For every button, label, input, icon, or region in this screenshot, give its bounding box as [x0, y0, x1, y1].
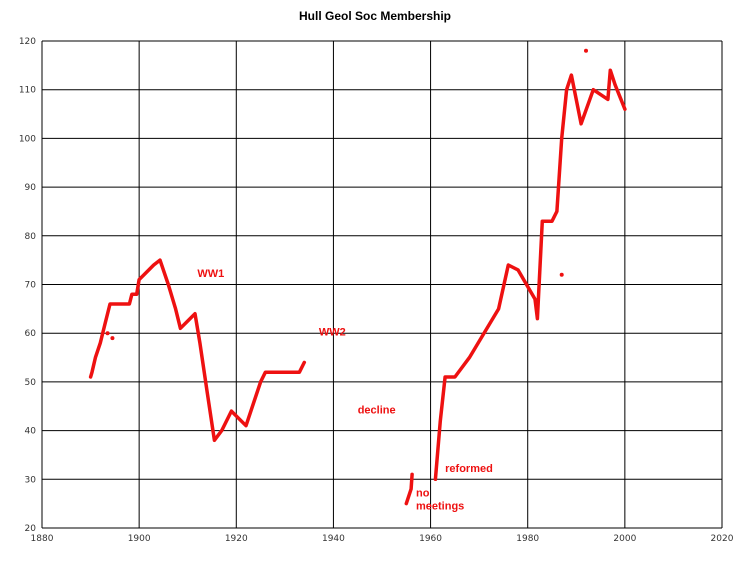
- x-tick-label: 1880: [31, 534, 54, 544]
- x-axis-ticks: 1880 1900 1920 1940 1960 1980 2000 2020: [31, 534, 734, 544]
- annotation-reformed: reformed: [445, 463, 493, 475]
- outlier-point: [584, 48, 588, 53]
- outlier-points: [105, 48, 588, 341]
- y-tick-label: 90: [25, 183, 37, 193]
- annotation-no-meetings: no meetings: [416, 487, 464, 512]
- outlier-point: [559, 272, 564, 277]
- y-tick-label: 80: [25, 232, 37, 242]
- y-tick-label: 40: [25, 427, 37, 437]
- y-axis-ticks: 20 30 40 50 60 70 80 90 100 110 120: [19, 37, 36, 534]
- chart-gridlines: [41, 40, 723, 529]
- outlier-point: [105, 331, 110, 336]
- annotation-ww1: WW1: [197, 268, 224, 280]
- series-line-segment-2: [404, 472, 414, 506]
- x-tick-label: 1940: [322, 534, 345, 544]
- chart-annotations: WW1 WW2 decline reformed no meetings: [197, 268, 492, 512]
- outlier-point: [110, 336, 115, 341]
- y-tick-label: 120: [19, 37, 36, 47]
- series-line-segment-3: [433, 68, 627, 482]
- x-tick-label: 1960: [419, 534, 442, 544]
- x-tick-label: 2020: [711, 534, 734, 544]
- y-tick-label: 50: [25, 378, 37, 388]
- x-tick-label: 1900: [128, 534, 151, 544]
- y-tick-label: 60: [25, 329, 37, 339]
- y-tick-label: 100: [19, 134, 36, 144]
- y-tick-label: 70: [25, 281, 37, 291]
- y-tick-label: 30: [25, 475, 37, 485]
- x-tick-label: 2000: [613, 534, 636, 544]
- y-tick-label: 110: [19, 86, 36, 96]
- annotation-ww2: WW2: [319, 327, 346, 339]
- y-tick-label: 20: [25, 524, 37, 534]
- x-tick-label: 1920: [225, 534, 248, 544]
- series-line-segment-1: [88, 258, 307, 443]
- chart-title: Hull Geol Soc Membership: [299, 9, 451, 23]
- x-tick-label: 1980: [516, 534, 539, 544]
- membership-series: [88, 68, 627, 506]
- annotation-decline: decline: [358, 405, 396, 417]
